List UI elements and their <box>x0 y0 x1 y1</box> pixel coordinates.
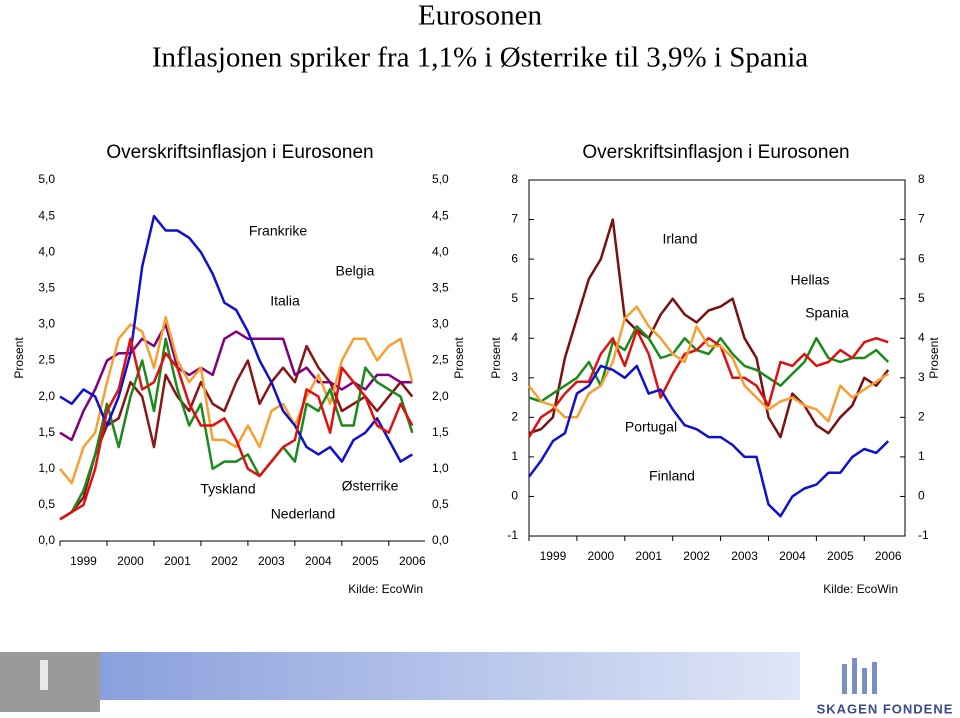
series-line <box>528 325 890 403</box>
y-axis-label: Prosent <box>927 337 941 379</box>
y-tick-label: 2 <box>918 410 925 424</box>
y-tick-label: 4 <box>918 330 925 344</box>
y-tick-label: 2,0 <box>432 389 449 403</box>
y-tick-label: 1,5 <box>432 425 449 439</box>
series-label: Irland <box>662 231 697 247</box>
series-label: Nederland <box>271 506 336 522</box>
x-tick-label: 2006 <box>875 549 902 563</box>
y-tick-label: 0,5 <box>38 497 55 511</box>
y-tick-label: 5,0 <box>38 172 55 186</box>
y-tick-label: 1,5 <box>38 425 55 439</box>
y-tick-label: 7 <box>511 212 518 226</box>
footer-band <box>100 652 800 700</box>
y-tick-label: 2,0 <box>38 389 55 403</box>
slide-title: Eurosonen <box>418 0 543 32</box>
y-tick-label: 3,5 <box>38 280 55 294</box>
x-tick-label: 2003 <box>731 549 758 563</box>
source: Kilde: EcoWin <box>348 582 423 596</box>
series-line <box>59 337 414 521</box>
x-tick-label: 2000 <box>117 554 144 568</box>
x-tick-label: 2002 <box>211 554 238 568</box>
series-label: Frankrike <box>249 223 308 239</box>
y-axis-label: Prosent <box>12 337 26 379</box>
y-tick-label: -1 <box>918 528 929 542</box>
series-line <box>59 214 413 463</box>
series-label: Portugal <box>625 419 677 435</box>
y-tick-label: 3 <box>511 370 518 384</box>
y-tick-label: 8 <box>511 172 518 186</box>
y-tick-label: 0,0 <box>432 533 449 547</box>
y-tick-label: 1,0 <box>38 461 55 475</box>
lighthouse <box>40 660 48 690</box>
series-line <box>528 364 890 518</box>
y-tick-label: 3 <box>918 370 925 384</box>
y-tick-label: 2,5 <box>432 353 449 367</box>
y-tick-label: 3,0 <box>432 317 449 331</box>
y-tick-label: 1 <box>511 449 518 463</box>
y-tick-label: 5 <box>918 291 925 305</box>
y-tick-label: 6 <box>511 251 518 265</box>
y-tick-label: 4,0 <box>432 244 449 258</box>
series-label: Belgia <box>336 263 375 279</box>
x-tick-label: 2004 <box>779 549 806 563</box>
series-label: Italia <box>270 293 300 309</box>
logo-icon <box>842 658 877 694</box>
x-tick-label: 2006 <box>399 554 426 568</box>
chart-title: Overskriftsinflasjon i Eurosonen <box>582 142 849 163</box>
x-tick-label: 2001 <box>635 549 662 563</box>
series-line <box>528 218 890 439</box>
y-axis-label: Prosent <box>452 337 466 379</box>
x-tick-label: 2003 <box>258 554 285 568</box>
y-tick-label: -1 <box>507 528 518 542</box>
chart-title: Overskriftsinflasjon i Eurosonen <box>106 142 373 163</box>
y-tick-label: 4,5 <box>38 208 55 222</box>
y-tick-label: 4 <box>511 330 518 344</box>
x-tick-label: 1999 <box>540 549 567 563</box>
series-line <box>59 315 414 485</box>
plot-frame <box>528 179 906 537</box>
series-line <box>59 344 414 521</box>
x-tick-label: 2001 <box>164 554 191 568</box>
y-tick-label: 4,5 <box>432 208 449 222</box>
x-tick-label: 2000 <box>587 549 614 563</box>
x-tick-label: 2005 <box>352 554 379 568</box>
y-tick-label: 6 <box>918 251 925 265</box>
footer-photo <box>0 652 100 712</box>
x-tick-label: 2004 <box>305 554 332 568</box>
series-label: Hellas <box>791 272 830 288</box>
x-tick-label: 1999 <box>70 554 97 568</box>
y-tick-label: 1,0 <box>432 461 449 475</box>
series-label: Østerrike <box>342 478 399 494</box>
series-label: Tyskland <box>200 481 255 497</box>
y-tick-label: 4,0 <box>38 244 55 258</box>
y-tick-label: 0,5 <box>432 497 449 511</box>
footer-logo: SKAGEN FONDENE <box>817 701 954 716</box>
y-tick-label: 7 <box>918 212 925 226</box>
y-tick-label: 0 <box>511 489 518 503</box>
series-label: Finland <box>649 468 695 484</box>
y-tick-label: 2,5 <box>38 353 55 367</box>
x-tick-label: 2005 <box>827 549 854 563</box>
source: Kilde: EcoWin <box>823 582 898 596</box>
y-tick-label: 0 <box>918 489 925 503</box>
y-tick-label: 5,0 <box>432 172 449 186</box>
y-tick-label: 0,0 <box>38 533 55 547</box>
y-tick-label: 8 <box>918 172 925 186</box>
series-line <box>527 329 889 438</box>
y-tick-label: 1 <box>918 449 925 463</box>
y-tick-label: 3,5 <box>432 280 449 294</box>
y-tick-label: 3,0 <box>38 317 55 331</box>
series-label: Spania <box>805 305 849 321</box>
slide-subtitle: Inflasjonen spriker fra 1,1% i Østerrike… <box>152 42 808 74</box>
y-axis-label: Prosent <box>489 337 503 379</box>
y-tick-label: 5 <box>511 291 518 305</box>
series-line <box>59 337 414 521</box>
x-tick-label: 2002 <box>683 549 710 563</box>
y-tick-label: 2 <box>511 410 518 424</box>
series-line <box>528 305 889 423</box>
